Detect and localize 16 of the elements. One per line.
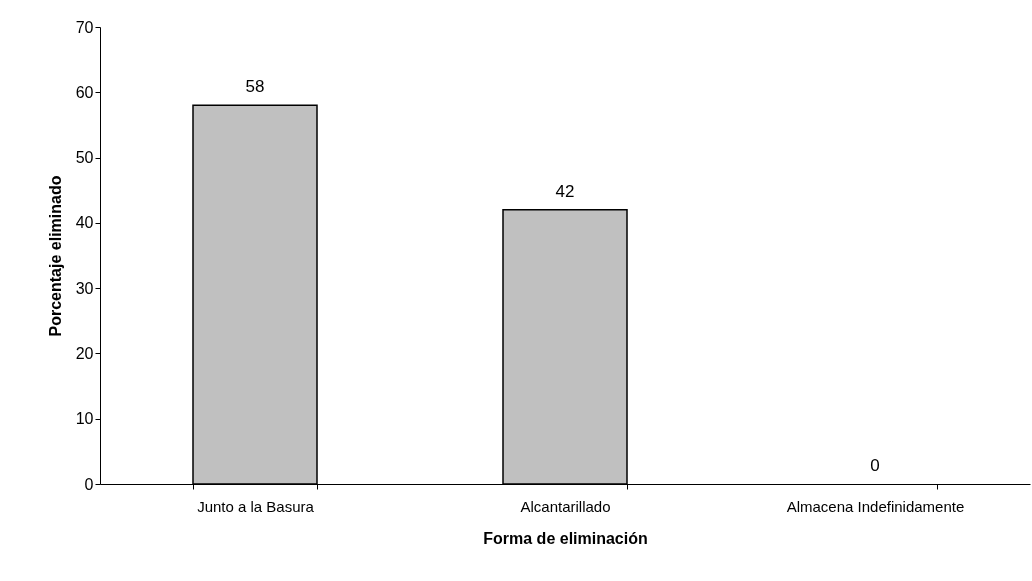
x-tick-label: Junto a la Basura [197,497,315,515]
y-tick-label: 10 [75,410,94,428]
y-tick-label: 60 [75,83,94,101]
y-tick-label: 50 [75,149,94,167]
y-tick-label: 40 [75,214,94,232]
y-tick-label: 20 [75,344,94,362]
x-tick-label: Alcantarillado [520,497,611,515]
data-label: 42 [555,181,575,201]
x-tick-label: Almacena Indefinidamente [786,497,965,515]
y-tick-label: 30 [75,279,94,297]
x-axis-title: Forma de eliminación [483,529,648,547]
y-tick-label: 70 [75,18,94,36]
y-axis-title: Porcentaje eliminado [46,175,64,337]
data-label: 58 [245,77,265,97]
y-tick-label: 0 [84,475,94,493]
data-label: 0 [870,456,880,475]
